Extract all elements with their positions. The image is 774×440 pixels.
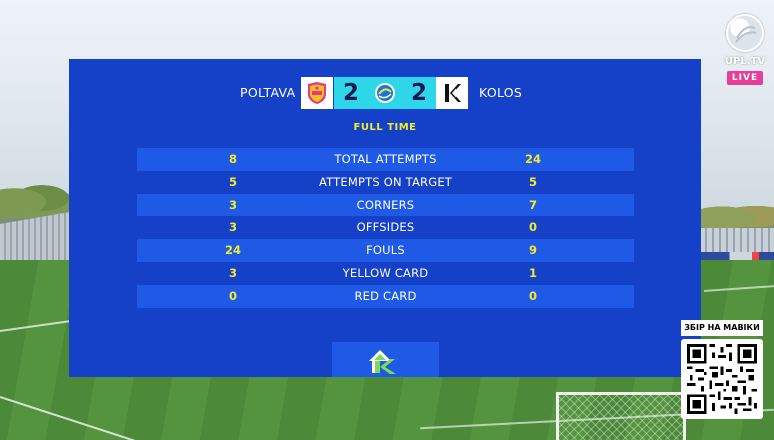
stat-row-total-attempts: 8 TOTAL ATTEMPTS 24 xyxy=(137,148,634,171)
stat-home-value: 5 xyxy=(228,174,237,189)
broadcaster-name: UPL.TV xyxy=(724,56,766,67)
stat-away-value: 1 xyxy=(528,265,537,280)
kolos-crest-icon xyxy=(436,77,468,109)
stat-row-red-card: 0 RED CARD 0 xyxy=(137,284,634,308)
match-status: FULL TIME xyxy=(353,122,417,133)
stat-away-value: 0 xyxy=(528,288,537,303)
advertising-board xyxy=(700,252,774,261)
stat-label: RED CARD xyxy=(354,288,417,303)
home-team-name: POLTAVA xyxy=(240,85,296,100)
stat-label: FOULS xyxy=(366,243,405,258)
stat-row-fouls: 24 FOULS 9 xyxy=(137,239,634,262)
stat-label: ATTEMPTS ON TARGET xyxy=(318,174,453,189)
stat-home-value: 0 xyxy=(228,288,237,303)
scorebar: POLTAVA 2 2 xyxy=(69,77,701,109)
stat-away-value: 0 xyxy=(528,220,537,235)
home-score: 2 xyxy=(334,77,368,109)
sponsor-logo xyxy=(332,342,439,377)
stat-home-value: 24 xyxy=(224,243,241,258)
stat-row-offsides: 3 OFFSIDES 0 xyxy=(137,216,634,239)
stat-home-value: 3 xyxy=(228,197,237,212)
stat-away-value: 5 xyxy=(528,174,537,189)
upl-league-icon xyxy=(368,77,402,109)
stat-away-value: 24 xyxy=(524,152,541,166)
stat-label: TOTAL ATTEMPTS xyxy=(334,152,437,166)
stat-label: CORNERS xyxy=(356,197,415,212)
live-badge: LIVE xyxy=(727,71,763,85)
stat-home-value: 8 xyxy=(228,152,237,166)
match-stats-panel: POLTAVA 2 2 xyxy=(69,59,701,377)
upl-tv-logo: UPL.TV LIVE xyxy=(722,14,768,86)
stat-away-value: 9 xyxy=(528,243,537,258)
stat-row-attempts-on-target: 5 ATTEMPTS ON TARGET 5 xyxy=(137,171,634,194)
stat-label: YELLOW CARD xyxy=(342,265,429,280)
stats-table: 8 TOTAL ATTEMPTS 24 5 ATTEMPTS ON TARGET… xyxy=(137,148,634,308)
upl-ball-icon xyxy=(726,14,764,52)
stat-home-value: 3 xyxy=(228,265,237,280)
stat-row-corners: 3 CORNERS 7 xyxy=(137,193,634,217)
goal-net xyxy=(556,392,686,440)
fundraiser-label: ЗБІР НА МАВІКИ xyxy=(681,320,763,336)
away-score: 2 xyxy=(402,77,436,109)
away-team-name: KOLOS xyxy=(479,85,523,100)
qr-code-icon[interactable] xyxy=(681,339,763,419)
stat-row-yellow-card: 3 YELLOW CARD 1 xyxy=(137,262,634,285)
stat-away-value: 7 xyxy=(528,197,537,212)
sponsor-k-icon xyxy=(368,349,396,374)
trees-left xyxy=(0,178,70,218)
trees-right xyxy=(700,200,774,230)
stat-home-value: 3 xyxy=(228,220,237,235)
stat-label: OFFSIDES xyxy=(356,220,415,235)
poltava-crest-icon xyxy=(301,77,333,109)
